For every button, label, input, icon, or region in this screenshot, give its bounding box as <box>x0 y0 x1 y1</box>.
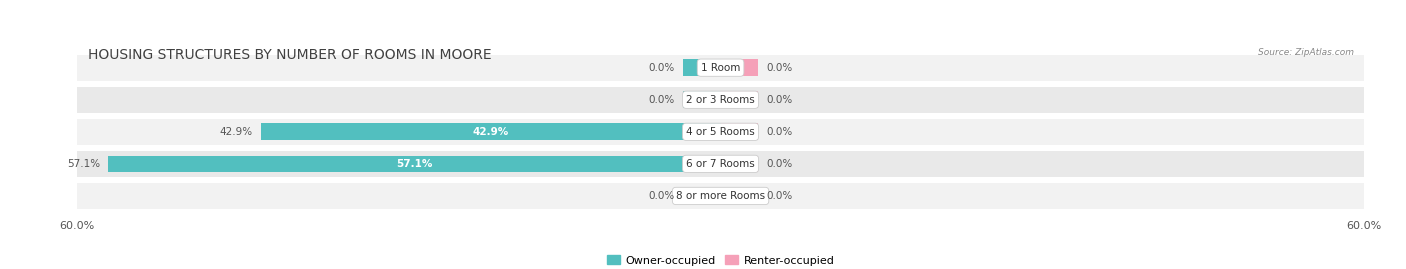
Bar <box>721 187 758 204</box>
Text: 57.1%: 57.1% <box>396 159 433 169</box>
Text: 0.0%: 0.0% <box>648 95 675 105</box>
Text: 42.9%: 42.9% <box>472 127 509 137</box>
Text: 42.9%: 42.9% <box>219 127 252 137</box>
Text: 0.0%: 0.0% <box>766 159 793 169</box>
Bar <box>683 187 721 204</box>
Text: Source: ZipAtlas.com: Source: ZipAtlas.com <box>1257 48 1354 57</box>
Bar <box>260 123 721 140</box>
Bar <box>721 91 758 108</box>
Text: 0.0%: 0.0% <box>648 191 675 201</box>
Bar <box>77 87 1364 113</box>
Text: 4 or 5 Rooms: 4 or 5 Rooms <box>686 127 755 137</box>
Bar <box>77 151 1364 177</box>
Bar <box>721 123 758 140</box>
Text: 1 Room: 1 Room <box>700 63 741 73</box>
Text: 0.0%: 0.0% <box>648 63 675 73</box>
Bar <box>721 155 758 172</box>
Bar <box>108 155 721 172</box>
Text: 0.0%: 0.0% <box>766 191 793 201</box>
Bar <box>77 55 1364 81</box>
Legend: Owner-occupied, Renter-occupied: Owner-occupied, Renter-occupied <box>602 251 839 269</box>
Text: 8 or more Rooms: 8 or more Rooms <box>676 191 765 201</box>
Text: 0.0%: 0.0% <box>766 127 793 137</box>
Text: 0.0%: 0.0% <box>766 63 793 73</box>
Text: 6 or 7 Rooms: 6 or 7 Rooms <box>686 159 755 169</box>
Bar <box>683 59 721 76</box>
Bar <box>77 183 1364 209</box>
Text: 57.1%: 57.1% <box>66 159 100 169</box>
Text: 2 or 3 Rooms: 2 or 3 Rooms <box>686 95 755 105</box>
Bar <box>683 91 721 108</box>
Text: 0.0%: 0.0% <box>766 95 793 105</box>
Text: HOUSING STRUCTURES BY NUMBER OF ROOMS IN MOORE: HOUSING STRUCTURES BY NUMBER OF ROOMS IN… <box>87 48 491 62</box>
Bar <box>77 119 1364 145</box>
Bar <box>721 59 758 76</box>
